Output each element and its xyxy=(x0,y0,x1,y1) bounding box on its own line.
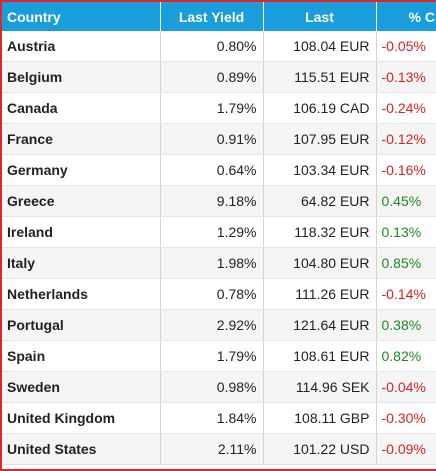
last-price-cell: 103.34 EUR xyxy=(263,154,377,186)
table-row[interactable]: United Kingdom 1.84% 108.11 GBP -0.30% xyxy=(2,402,436,434)
pct-change-cell: 0.45% xyxy=(376,185,436,217)
country-cell[interactable]: Portugal xyxy=(2,309,161,341)
last-price-cell: 108.61 EUR xyxy=(263,340,377,372)
country-cell[interactable]: France xyxy=(2,123,161,155)
last-yield-cell: 0.78% xyxy=(160,278,264,310)
country-cell[interactable]: Spain xyxy=(2,340,161,372)
last-price-cell: 114.96 SEK xyxy=(263,371,377,403)
last-yield-cell: 0.91% xyxy=(160,123,264,155)
last-price-cell: 121.64 EUR xyxy=(263,309,377,341)
country-cell[interactable]: Canada xyxy=(2,92,161,124)
last-price-cell: 115.51 EUR xyxy=(263,61,377,93)
table-row[interactable]: Canada 1.79% 106.19 CAD -0.24% xyxy=(2,92,436,124)
table-body: Austria 0.80% 108.04 EUR -0.05% Belgium … xyxy=(2,31,436,465)
table-row[interactable]: Portugal 2.92% 121.64 EUR 0.38% xyxy=(2,309,436,341)
country-cell[interactable]: United Kingdom xyxy=(2,402,161,434)
table-row[interactable]: Netherlands 0.78% 111.26 EUR -0.14% xyxy=(2,278,436,310)
pct-change-cell: -0.13% xyxy=(376,61,436,93)
last-yield-cell: 0.98% xyxy=(160,371,264,403)
country-cell[interactable]: United States xyxy=(2,433,161,465)
country-cell[interactable]: Austria xyxy=(2,31,161,62)
table-row[interactable]: Austria 0.80% 108.04 EUR -0.05% xyxy=(2,31,436,62)
table-header-row: Country Last Yield Last % Ch xyxy=(2,2,436,31)
column-header-pct-change[interactable]: % Ch xyxy=(376,2,436,31)
table-row[interactable]: Italy 1.98% 104.80 EUR 0.85% xyxy=(2,247,436,279)
column-header-country[interactable]: Country xyxy=(2,2,161,31)
column-header-last-yield[interactable]: Last Yield xyxy=(160,2,264,31)
country-cell[interactable]: Ireland xyxy=(2,216,161,248)
bond-yields-table: Country Last Yield Last % Ch Austria 0.8… xyxy=(2,2,436,465)
country-cell[interactable]: Germany xyxy=(2,154,161,186)
pct-change-cell: -0.05% xyxy=(376,31,436,62)
last-price-cell: 107.95 EUR xyxy=(263,123,377,155)
table-row[interactable]: France 0.91% 107.95 EUR -0.12% xyxy=(2,123,436,155)
pct-change-cell: 0.13% xyxy=(376,216,436,248)
last-price-cell: 111.26 EUR xyxy=(263,278,377,310)
pct-change-cell: -0.09% xyxy=(376,433,436,465)
last-price-cell: 64.82 EUR xyxy=(263,185,377,217)
last-yield-cell: 1.84% xyxy=(160,402,264,434)
table-row[interactable]: Ireland 1.29% 118.32 EUR 0.13% xyxy=(2,216,436,248)
pct-change-cell: -0.04% xyxy=(376,371,436,403)
table-row[interactable]: Greece 9.18% 64.82 EUR 0.45% xyxy=(2,185,436,217)
last-yield-cell: 1.79% xyxy=(160,340,264,372)
pct-change-cell: -0.30% xyxy=(376,402,436,434)
last-yield-cell: 0.80% xyxy=(160,31,264,62)
last-yield-cell: 1.98% xyxy=(160,247,264,279)
country-cell[interactable]: Belgium xyxy=(2,61,161,93)
table-row[interactable]: Belgium 0.89% 115.51 EUR -0.13% xyxy=(2,61,436,93)
pct-change-cell: 0.38% xyxy=(376,309,436,341)
last-price-cell: 106.19 CAD xyxy=(263,92,377,124)
last-price-cell: 104.80 EUR xyxy=(263,247,377,279)
table-row[interactable]: Sweden 0.98% 114.96 SEK -0.04% xyxy=(2,371,436,403)
last-price-cell: 108.11 GBP xyxy=(263,402,377,434)
pct-change-cell: -0.24% xyxy=(376,92,436,124)
country-cell[interactable]: Sweden xyxy=(2,371,161,403)
country-cell[interactable]: Italy xyxy=(2,247,161,279)
last-yield-cell: 2.92% xyxy=(160,309,264,341)
column-header-last[interactable]: Last xyxy=(263,2,377,31)
country-cell[interactable]: Netherlands xyxy=(2,278,161,310)
last-yield-cell: 9.18% xyxy=(160,185,264,217)
table-row[interactable]: Germany 0.64% 103.34 EUR -0.16% xyxy=(2,154,436,186)
last-price-cell: 118.32 EUR xyxy=(263,216,377,248)
last-yield-cell: 1.29% xyxy=(160,216,264,248)
last-yield-cell: 1.79% xyxy=(160,92,264,124)
last-yield-cell: 0.64% xyxy=(160,154,264,186)
table-row[interactable]: United States 2.11% 101.22 USD -0.09% xyxy=(2,433,436,465)
table-row[interactable]: Spain 1.79% 108.61 EUR 0.82% xyxy=(2,340,436,372)
last-yield-cell: 0.89% xyxy=(160,61,264,93)
pct-change-cell: 0.82% xyxy=(376,340,436,372)
pct-change-cell: -0.16% xyxy=(376,154,436,186)
pct-change-cell: -0.12% xyxy=(376,123,436,155)
last-yield-cell: 2.11% xyxy=(160,433,264,465)
last-price-cell: 108.04 EUR xyxy=(263,31,377,62)
pct-change-cell: -0.14% xyxy=(376,278,436,310)
pct-change-cell: 0.85% xyxy=(376,247,436,279)
last-price-cell: 101.22 USD xyxy=(263,433,377,465)
country-cell[interactable]: Greece xyxy=(2,185,161,217)
